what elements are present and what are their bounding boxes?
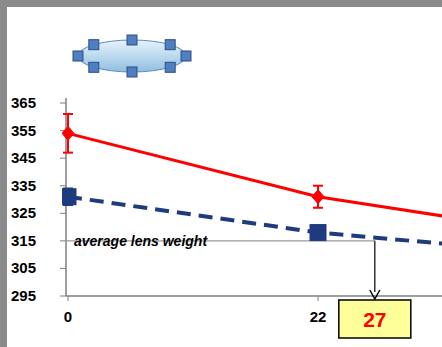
error-cap [313,185,323,187]
y-tick [60,213,66,214]
lens-handle [89,62,99,72]
y-tick-label: 355 [11,122,36,139]
annotation-label: 27 [363,308,386,331]
y-tick-label: 325 [11,204,36,221]
annotation-arrow [374,241,375,292]
plot-area [62,114,442,244]
y-tick-label: 335 [11,177,36,194]
y-tick-label: 305 [11,259,36,276]
chart: 295 305 315 325 335 345 355 365 0 22 average lens … [0,0,442,347]
lens-icon [73,35,191,77]
lens-handle [127,35,137,45]
x-axis [66,295,442,297]
x-tick-label: 22 [310,308,327,325]
y-tick [60,103,66,104]
background [7,7,442,347]
annotation-arrowhead [370,290,380,299]
lens-handle [165,62,175,72]
y-tick [60,296,66,297]
error-bar [313,186,323,208]
marker [310,225,326,241]
lens-handle [165,40,175,50]
lens-handle [73,51,83,61]
y-tick [60,185,66,186]
frame [0,0,442,347]
annotation-box [339,300,411,338]
y-tick [60,268,66,269]
y-tick-label: 315 [11,232,36,249]
x-tick [68,296,69,301]
y-tick [60,240,66,241]
marker [62,189,76,205]
y-tick-label: 345 [11,149,36,166]
y-tick-label: 365 [11,94,36,111]
error-cap [63,152,73,154]
x-tick-label: 0 [64,308,72,325]
y-tick [60,158,66,159]
lens-handle [127,67,137,77]
reference-label: average lens weight [74,233,208,249]
marker [312,190,324,204]
error-bar [63,114,73,153]
x-tick [318,296,319,301]
marker [62,126,74,140]
error-cap [63,113,73,115]
error-cap [313,207,323,209]
lens-handle [89,40,99,50]
lens-handle [181,51,191,61]
y-tick-label: 295 [11,287,36,304]
